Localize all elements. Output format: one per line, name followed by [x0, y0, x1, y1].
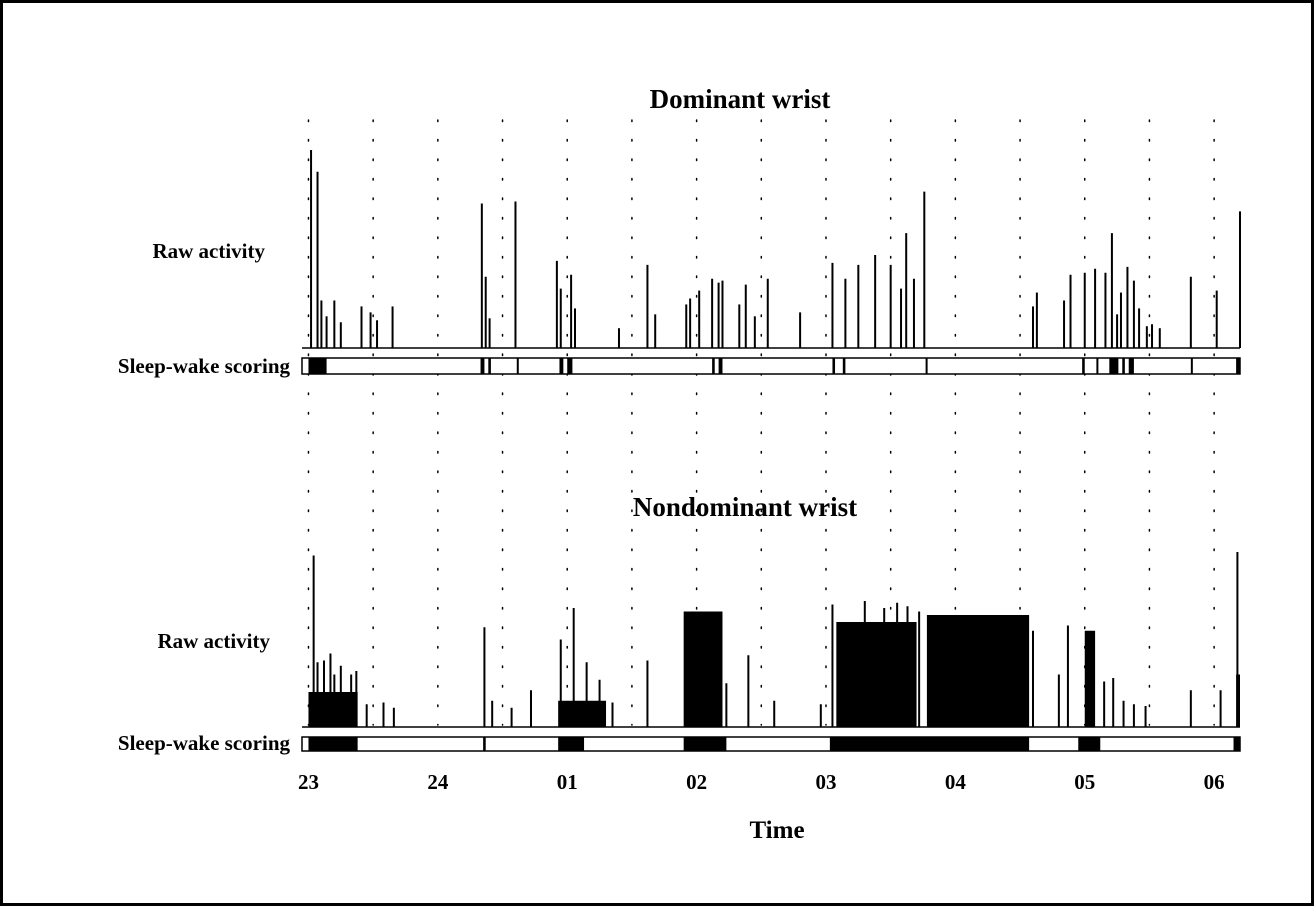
wake-segment: [480, 358, 485, 374]
x-tick-label: 24: [427, 770, 449, 794]
wake-segment: [829, 737, 1030, 751]
activity-block: [683, 611, 723, 727]
panel-title-dominant: Dominant wrist: [650, 84, 831, 114]
wake-segment: [718, 358, 723, 374]
wake-segment: [1236, 358, 1240, 374]
x-tick-label: 05: [1074, 770, 1095, 794]
wake-segment: [925, 358, 928, 374]
activity-block: [926, 615, 1030, 727]
wake-segment: [1233, 737, 1240, 751]
wake-segment: [1128, 358, 1134, 374]
x-tick-label: 04: [945, 770, 967, 794]
sleep-wake-bar: [301, 357, 1241, 375]
activity-block: [558, 700, 607, 727]
panel-title-nondominant: Nondominant wrist: [633, 492, 857, 522]
wake-segment: [1096, 358, 1099, 374]
wake-segment: [567, 358, 573, 374]
x-tick-label: 02: [686, 770, 707, 794]
wake-segment: [712, 358, 715, 374]
wake-segment: [683, 737, 727, 751]
x-tick-label: 01: [557, 770, 578, 794]
sleep-wake-label-dominant: Sleep-wake scoring: [118, 354, 291, 378]
wake-segment: [516, 358, 519, 374]
x-tick-label: 06: [1204, 770, 1225, 794]
wake-segment: [483, 737, 486, 751]
wake-segment: [1109, 358, 1119, 374]
wake-segment: [1122, 358, 1125, 374]
raw-activity-label-dominant: Raw activity: [152, 239, 265, 263]
x-axis-title: Time: [749, 817, 804, 844]
wake-segment: [1078, 737, 1101, 751]
wake-segment: [488, 358, 491, 374]
wake-segment: [1082, 358, 1085, 374]
wake-segment: [559, 358, 564, 374]
activity-block: [836, 622, 917, 727]
wake-segment: [832, 358, 836, 374]
dominant-wrist-panel: [301, 150, 1241, 375]
wake-segment: [842, 358, 846, 374]
wake-segment: [1190, 358, 1193, 374]
nondominant-wrist-panel: [301, 552, 1241, 752]
x-axis-ticks: 23 24 01 02 03 04 05 06: [298, 770, 1225, 794]
wake-segment: [308, 358, 327, 374]
sleep-wake-label-nondominant: Sleep-wake scoring: [118, 731, 291, 755]
x-tick-label: 03: [815, 770, 836, 794]
wake-segment: [558, 737, 585, 751]
raw-activity-label-nondominant: Raw activity: [157, 629, 270, 653]
x-tick-label: 23: [298, 770, 319, 794]
activity-block: [1084, 630, 1096, 727]
wake-segment: [308, 737, 358, 751]
grid-lines: [307, 119, 1215, 726]
